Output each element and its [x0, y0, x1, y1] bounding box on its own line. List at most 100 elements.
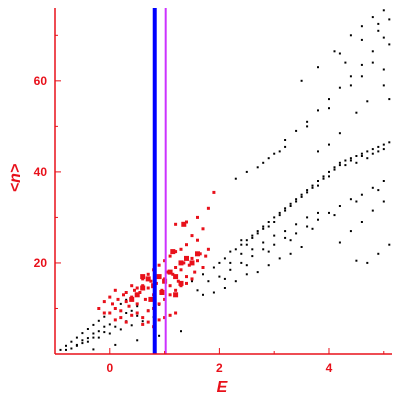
data-point	[349, 230, 352, 233]
data-point	[111, 302, 114, 306]
data-point	[158, 334, 161, 337]
data-point	[124, 320, 128, 324]
data-point	[59, 348, 62, 351]
data-point	[289, 239, 292, 242]
data-point	[267, 221, 270, 223]
data-point	[92, 348, 95, 351]
data-point	[245, 239, 248, 242]
data-point	[262, 227, 265, 230]
data-point	[338, 132, 341, 135]
data-point	[360, 221, 363, 223]
data-point	[245, 264, 248, 267]
data-point	[289, 202, 292, 205]
y-axis-label: <n>	[7, 164, 24, 192]
data-point	[119, 328, 122, 331]
data-point	[97, 336, 100, 339]
data-point	[300, 195, 303, 198]
data-point	[174, 266, 178, 269]
data-point	[163, 297, 167, 301]
y-tick-label: 40	[34, 165, 48, 179]
data-point	[157, 263, 161, 267]
data-point	[317, 184, 319, 187]
data-point	[86, 340, 89, 343]
data-point	[202, 293, 204, 296]
data-point	[256, 232, 259, 235]
data-point	[338, 86, 341, 89]
data-point	[170, 249, 176, 255]
data-point	[130, 284, 134, 288]
data-point	[130, 309, 133, 312]
points-layer	[59, 9, 391, 351]
data-point	[349, 84, 352, 87]
data-point	[113, 307, 117, 310]
data-point	[338, 164, 341, 167]
data-point	[119, 316, 123, 320]
data-point	[163, 316, 167, 320]
data-point	[212, 190, 216, 194]
data-point	[295, 198, 298, 201]
data-point	[245, 170, 248, 173]
data-point	[366, 150, 369, 153]
data-point	[146, 286, 150, 290]
data-point	[174, 250, 178, 254]
data-point	[103, 331, 106, 334]
data-point	[284, 145, 287, 148]
data-point	[125, 298, 128, 301]
data-point	[212, 291, 215, 294]
data-point	[140, 285, 146, 291]
data-point	[202, 273, 204, 276]
data-point	[113, 288, 117, 292]
data-point	[168, 284, 172, 288]
data-point	[196, 215, 199, 219]
data-point	[360, 152, 363, 155]
data-point	[134, 292, 140, 298]
data-point	[251, 255, 254, 258]
x-tick-label: 2	[216, 361, 223, 375]
data-point	[306, 216, 309, 219]
data-point	[135, 311, 139, 315]
x-axis-label: E	[217, 379, 229, 396]
data-point	[163, 259, 167, 263]
data-point	[273, 243, 276, 246]
data-point	[371, 186, 374, 189]
data-point	[311, 184, 314, 187]
data-point	[388, 98, 391, 101]
data-point	[135, 286, 139, 290]
data-point	[70, 347, 73, 350]
data-point	[333, 214, 336, 217]
data-point	[300, 193, 303, 196]
data-point	[284, 230, 287, 233]
data-point	[178, 280, 184, 286]
data-point	[114, 343, 117, 346]
data-point	[229, 250, 232, 253]
data-point	[173, 274, 179, 280]
data-point	[138, 291, 142, 294]
data-point	[333, 166, 336, 169]
data-point	[306, 191, 309, 194]
data-point	[234, 177, 237, 180]
data-point	[317, 109, 319, 112]
data-point	[306, 225, 309, 228]
data-point	[146, 309, 150, 313]
data-point	[136, 339, 139, 342]
ticks: 0 2 4 20 40 60	[34, 34, 385, 375]
data-point	[382, 84, 385, 87]
data-point	[176, 279, 180, 283]
data-point	[65, 344, 67, 347]
data-point	[179, 268, 183, 272]
data-point	[377, 150, 380, 153]
data-point	[256, 230, 259, 233]
data-point	[333, 50, 336, 53]
data-point	[317, 66, 319, 69]
data-point	[344, 61, 347, 64]
data-point	[184, 255, 189, 261]
data-point	[218, 275, 221, 278]
data-point	[366, 261, 369, 264]
data-point	[377, 252, 380, 255]
data-point	[130, 324, 133, 327]
data-point	[262, 241, 265, 244]
data-point	[273, 234, 276, 237]
data-point	[108, 323, 111, 326]
data-point	[86, 337, 89, 340]
data-point	[70, 340, 73, 343]
